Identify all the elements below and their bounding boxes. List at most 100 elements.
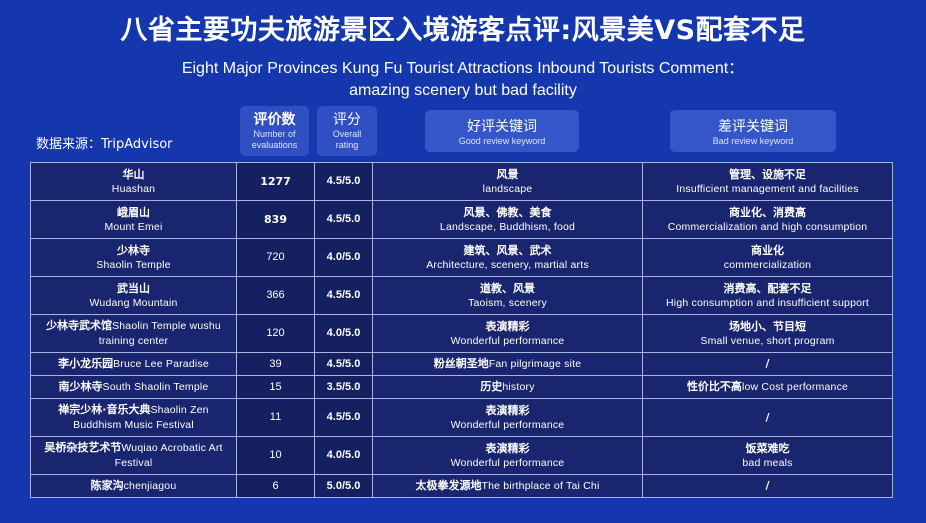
cell-rating: 4.5/5.0 xyxy=(314,398,373,437)
attraction-name-cn: 华山 xyxy=(122,167,145,181)
table-row: 峨眉山 Mount Emei 839 4.5/5.0 风景、佛教、美食 Landscape… xyxy=(30,200,893,239)
bad-keyword-cn: 饭菜难吃 xyxy=(745,441,790,455)
attraction-name-cn: 武当山 xyxy=(117,281,150,295)
good-keyword-cn: 粉丝朝圣地 xyxy=(433,357,489,370)
cell-good-keyword: 表演精彩 Wonderful performance xyxy=(372,436,643,475)
evaluation-count: 839 xyxy=(264,212,287,226)
good-keyword-cn: 风景 xyxy=(496,167,519,181)
attraction-name-cn: 吴桥杂技艺术节 xyxy=(44,441,122,454)
table-row: 少林寺武术馆Shaolin Temple wushu training cente… xyxy=(30,314,893,353)
attraction-name-en: Shaolin Temple xyxy=(96,258,171,271)
bad-keyword-en: Insufficient management and facilities xyxy=(676,182,859,195)
table-row: 华山 Huashan 1277 4.5/5.0 风景 landscape 管理、设施不足 In… xyxy=(30,162,893,201)
page-title: 八省主要功夫旅游景区入境游客点评:风景美VS配套不足 xyxy=(120,15,806,46)
attraction-name-en-line2: Buddhism Music Festival xyxy=(73,419,194,431)
good-keyword-en: Taoism, scenery xyxy=(468,296,547,309)
attraction-name-cn: 陈家沟 xyxy=(90,479,124,492)
cell-rating: 5.0/5.0 xyxy=(314,474,373,498)
overall-rating: 4.5/5.0 xyxy=(326,175,361,187)
review-table: 华山 Huashan 1277 4.5/5.0 风景 landscape 管理、设施不足 In… xyxy=(30,162,893,498)
bad-keyword-cn: 管理、设施不足 xyxy=(729,167,806,181)
header-good-cn: 好评关键词 xyxy=(467,119,537,135)
good-keyword-cn: 历史 xyxy=(480,380,503,393)
good-keyword-cn: 建筑、风景、武术 xyxy=(463,243,552,257)
cell-attraction: 禅宗少林·音乐大典Shaolin Zen Buddhism Music Festi… xyxy=(30,398,237,437)
attraction-name-cn: 李小龙乐园 xyxy=(58,357,114,370)
good-keyword-en: Wonderful performance xyxy=(450,334,565,347)
header-rating-cn: 评分 xyxy=(333,112,361,128)
bad-keyword-cn: 商业化、消费高 xyxy=(729,205,806,219)
good-keyword-en: Architecture, scenery, martial arts xyxy=(426,258,589,271)
cell-rating: 3.5/5.0 xyxy=(314,375,373,399)
attraction-name-en: Shaolin Zen xyxy=(150,404,209,416)
header-count: 评价数 Number of evaluations xyxy=(240,106,309,156)
cell-bad-keyword: 场地小、节目短 Small venue, short program xyxy=(642,314,893,353)
evaluation-count: 10 xyxy=(269,449,282,461)
cell-good-keyword: 太极拳发源地The birthplace of Tai Chi xyxy=(372,474,643,498)
evaluation-count: 366 xyxy=(266,289,285,301)
table-row: 少林寺 Shaolin Temple 720 4.0/5.0 建筑、风景、武术 Archi… xyxy=(30,238,893,277)
cell-bad-keyword: / xyxy=(642,474,893,498)
table-row: 南少林寺South Shaolin Temple 15 3.5/5.0 历史histo… xyxy=(30,375,893,399)
bad-keyword-en: Small venue, short program xyxy=(700,334,835,347)
cell-attraction: 武当山 Wudang Mountain xyxy=(30,276,237,315)
cell-bad-keyword: 商业化 commercialization xyxy=(642,238,893,277)
attraction-name-en: Huashan xyxy=(111,182,156,195)
cell-rating: 4.0/5.0 xyxy=(314,314,373,353)
attraction-name-en: Bruce Lee Paradise xyxy=(113,358,209,370)
header-rating: 评分 Overall rating xyxy=(317,106,377,156)
evaluation-count: 11 xyxy=(269,411,282,423)
attraction-name-en-line2: training center xyxy=(98,335,169,347)
cell-bad-keyword: 商业化、消费高 Commercialization and high consum… xyxy=(642,200,893,239)
table-row: 武当山 Wudang Mountain 366 4.5/5.0 道教、风景 Taoism,… xyxy=(30,276,893,315)
bad-keyword-en: Commercialization and high consumption xyxy=(667,220,868,233)
cell-rating: 4.0/5.0 xyxy=(314,238,373,277)
data-source: 数据来源：TripAdvisor xyxy=(36,137,173,152)
cell-rating: 4.5/5.0 xyxy=(314,200,373,239)
evaluation-count: 39 xyxy=(269,357,282,370)
good-keyword-en: The birthplace of Tai Chi xyxy=(481,480,600,492)
bad-keyword-cn: / xyxy=(765,410,770,424)
cell-count: 366 xyxy=(236,276,315,315)
subtitle-line-2: amazing scenery but bad facility xyxy=(349,82,577,99)
overall-rating: 5.0/5.0 xyxy=(326,479,361,492)
attraction-name-cn: 峨眉山 xyxy=(117,205,150,219)
cell-count: 839 xyxy=(236,200,315,239)
header-bad-en: Bad review keyword xyxy=(712,136,794,146)
good-keyword-en: history xyxy=(502,381,535,393)
cell-bad-keyword: / xyxy=(642,352,893,376)
header-good-en: Good review keyword xyxy=(458,136,546,146)
evaluation-count: 1277 xyxy=(260,174,291,188)
good-keyword-cn: 太极拳发源地 xyxy=(415,479,482,492)
bad-keyword-en: High consumption and insufficient suppor… xyxy=(666,296,869,309)
cell-rating: 4.5/5.0 xyxy=(314,352,373,376)
overall-rating: 4.5/5.0 xyxy=(326,213,361,225)
cell-good-keyword: 表演精彩 Wonderful performance xyxy=(372,398,643,437)
header-count-cn: 评价数 xyxy=(253,112,296,128)
attraction-name-cn: 南少林寺 xyxy=(58,380,103,393)
evaluation-count: 120 xyxy=(266,327,285,339)
attraction-name-en: Shaolin Temple wushu xyxy=(112,320,221,332)
overall-rating: 4.5/5.0 xyxy=(326,411,361,423)
overall-rating: 3.5/5.0 xyxy=(326,380,361,393)
header-count-en1: Number of xyxy=(253,129,296,139)
cell-attraction: 陈家沟chenjiagou xyxy=(30,474,237,498)
bad-keyword-cn: 性价比不高 xyxy=(686,380,742,393)
good-keyword-cn: 表演精彩 xyxy=(485,403,530,417)
cell-good-keyword: 表演精彩 Wonderful performance xyxy=(372,314,643,353)
evaluation-count: 6 xyxy=(272,479,279,492)
overall-rating: 4.0/5.0 xyxy=(326,327,361,339)
header-bad-keyword: 差评关键词 Bad review keyword xyxy=(670,110,836,152)
good-keyword-en: Wonderful performance xyxy=(450,418,565,431)
cell-attraction: 华山 Huashan xyxy=(30,162,237,201)
overall-rating: 4.5/5.0 xyxy=(326,357,361,370)
cell-attraction: 峨眉山 Mount Emei xyxy=(30,200,237,239)
cell-good-keyword: 道教、风景 Taoism, scenery xyxy=(372,276,643,315)
evaluation-count: 15 xyxy=(269,380,282,393)
attraction-name-cn: 禅宗少林·音乐大典 xyxy=(58,403,151,416)
table-row: 禅宗少林·音乐大典Shaolin Zen Buddhism Music Festi… xyxy=(30,398,893,437)
header-count-en2: evaluations xyxy=(251,140,298,150)
cell-bad-keyword: 管理、设施不足 Insufficient management and facil… xyxy=(642,162,893,201)
bad-keyword-en: commercialization xyxy=(723,258,812,271)
bad-keyword-cn: 商业化 xyxy=(751,243,784,257)
